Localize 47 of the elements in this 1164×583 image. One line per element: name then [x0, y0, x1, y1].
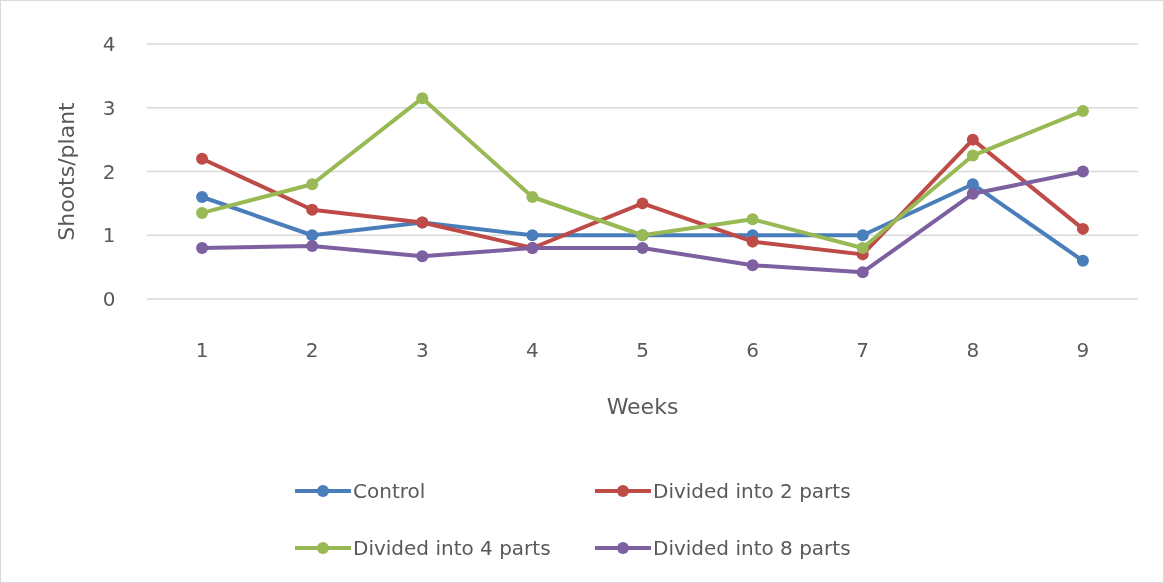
y-tick-label: 1	[102, 223, 116, 248]
point	[416, 250, 429, 263]
point	[636, 197, 649, 210]
point	[1076, 165, 1089, 178]
point	[306, 178, 319, 191]
legend-label: Divided into 2 parts	[653, 479, 851, 503]
point	[416, 92, 429, 105]
point	[1076, 254, 1089, 267]
x-tick-label: 3	[415, 338, 429, 362]
point	[526, 229, 539, 242]
point	[856, 242, 869, 254]
point	[856, 229, 869, 242]
y-tick-label: 4	[102, 32, 116, 56]
x-tick-label: 5	[636, 338, 649, 362]
x-tick-label: 8	[966, 338, 980, 362]
point	[746, 213, 759, 226]
x-tick-label: 2	[305, 338, 319, 362]
point	[526, 191, 539, 203]
x-tick-label: 4	[526, 338, 539, 362]
legend-label: Divided into 4 parts	[353, 536, 551, 560]
legend-label: Divided into 8 parts	[653, 536, 851, 560]
point	[966, 149, 979, 162]
point	[196, 242, 209, 254]
point	[1076, 104, 1089, 117]
x-tick-label: 9	[1076, 338, 1090, 362]
point	[856, 266, 869, 279]
point	[966, 133, 979, 146]
point	[966, 187, 979, 200]
x-tick-label: 6	[746, 338, 759, 362]
y-tick-label: 2	[102, 159, 116, 184]
y-axis-title: Shoots/plant	[54, 101, 79, 241]
point	[746, 235, 759, 248]
x-axis-title: Weeks	[606, 394, 679, 419]
point	[306, 203, 319, 216]
point	[306, 240, 319, 253]
y-tick-label: 3	[102, 95, 116, 120]
legend-label: Control	[353, 479, 426, 503]
x-tick-label: 7	[856, 338, 870, 362]
point	[1076, 222, 1089, 235]
x-tick-label: 1	[195, 338, 209, 362]
point	[306, 229, 319, 242]
point	[196, 206, 209, 219]
point	[196, 152, 209, 165]
point	[746, 259, 759, 272]
point	[636, 242, 649, 254]
y-tick-label: 0	[102, 287, 116, 311]
point	[196, 191, 209, 203]
